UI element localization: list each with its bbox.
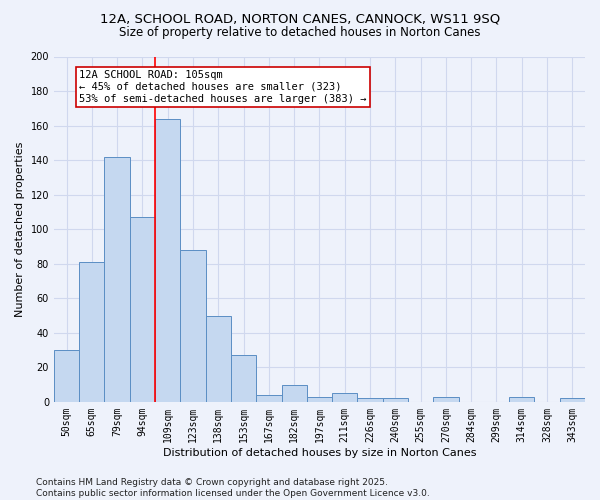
Bar (358, 398, 383, 402)
Bar (307, 396, 332, 402)
Bar (560, 398, 585, 402)
Text: 12A SCHOOL ROAD: 105sqm
← 45% of detached houses are smaller (323)
53% of semi-d: 12A SCHOOL ROAD: 105sqm ← 45% of detache… (79, 70, 367, 104)
Bar (383, 398, 408, 402)
Bar (231, 355, 256, 402)
Bar (256, 395, 281, 402)
Bar (433, 396, 458, 402)
Bar (206, 316, 231, 402)
Bar (181, 250, 206, 402)
Text: Size of property relative to detached houses in Norton Canes: Size of property relative to detached ho… (119, 26, 481, 39)
Y-axis label: Number of detached properties: Number of detached properties (15, 142, 25, 317)
Bar (281, 384, 307, 402)
X-axis label: Distribution of detached houses by size in Norton Canes: Distribution of detached houses by size … (163, 448, 476, 458)
Bar (130, 217, 155, 402)
Bar (79, 262, 104, 402)
Bar (54, 350, 79, 402)
Text: Contains HM Land Registry data © Crown copyright and database right 2025.
Contai: Contains HM Land Registry data © Crown c… (36, 478, 430, 498)
Bar (332, 393, 358, 402)
Bar (155, 118, 181, 402)
Bar (104, 156, 130, 402)
Bar (509, 396, 535, 402)
Text: 12A, SCHOOL ROAD, NORTON CANES, CANNOCK, WS11 9SQ: 12A, SCHOOL ROAD, NORTON CANES, CANNOCK,… (100, 12, 500, 26)
